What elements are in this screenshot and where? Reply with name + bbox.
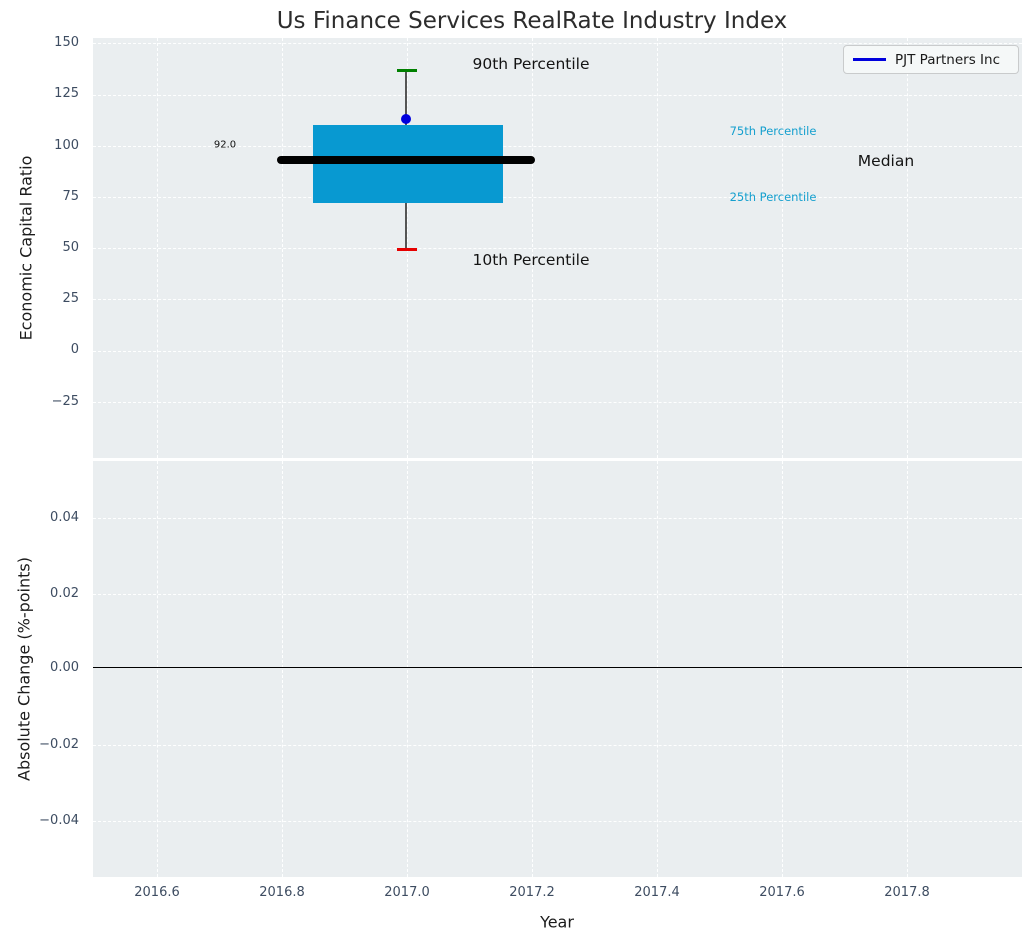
x-tick-label: 2017.6	[759, 885, 805, 900]
gridline-vertical	[907, 461, 908, 877]
gridline-horizontal	[93, 146, 1022, 147]
p75-label: 75th Percentile	[729, 124, 817, 138]
y-tick-label: −0.04	[39, 813, 79, 828]
y-tick-label: 100	[54, 138, 79, 153]
y-tick-label: 50	[62, 240, 79, 255]
gridline-horizontal	[93, 821, 1022, 822]
median-line	[277, 156, 535, 164]
gridline-horizontal	[93, 351, 1022, 352]
p90-cap	[397, 69, 417, 72]
gridline-horizontal	[93, 299, 1022, 300]
top-plot-area	[93, 38, 1022, 458]
gridline-horizontal	[93, 248, 1022, 249]
x-tick-label: 2016.6	[134, 885, 180, 900]
gridline-vertical	[782, 461, 783, 877]
x-tick-label: 2016.8	[259, 885, 305, 900]
legend-line-swatch	[853, 58, 886, 61]
x-tick-label: 2017.4	[634, 885, 680, 900]
bottom-plot-area	[93, 461, 1022, 877]
p25-label: 25th Percentile	[729, 190, 817, 204]
x-tick-label: 2017.0	[384, 885, 430, 900]
legend-series-label: PJT Partners Inc	[895, 51, 1001, 68]
y-tick-label: 0.02	[50, 586, 79, 601]
zero-line	[93, 667, 1022, 668]
gridline-vertical	[407, 461, 408, 877]
y-tick-label: 25	[62, 291, 79, 306]
y-tick-label: 0.00	[50, 660, 79, 675]
y-tick-label: 150	[54, 35, 79, 50]
x-axis-label: Year	[540, 912, 574, 932]
gridline-vertical	[657, 461, 658, 877]
y-tick-label: −25	[51, 394, 79, 409]
x-tick-label: 2017.2	[509, 885, 555, 900]
p90-label: 90th Percentile	[472, 55, 590, 73]
legend: PJT Partners Inc	[843, 45, 1019, 74]
gridline-horizontal	[93, 402, 1022, 403]
median-value-label: 92.0	[213, 139, 237, 151]
gridline-vertical	[157, 461, 158, 877]
gridline-vertical	[532, 461, 533, 877]
gridline-horizontal	[93, 197, 1022, 198]
gridline-horizontal	[93, 594, 1022, 595]
gridline-horizontal	[93, 43, 1022, 44]
gridline-horizontal	[93, 95, 1022, 96]
gridline-vertical	[282, 461, 283, 877]
gridline-horizontal	[93, 745, 1022, 746]
y-tick-label: 0.04	[50, 510, 79, 525]
y-tick-label: −0.02	[39, 737, 79, 752]
p10-cap	[397, 248, 417, 251]
x-tick-label: 2017.8	[884, 885, 930, 900]
gridline-horizontal	[93, 518, 1022, 519]
p10-label: 10th Percentile	[472, 251, 590, 269]
median-label: Median	[857, 152, 915, 170]
y-tick-label: 125	[54, 86, 79, 101]
y-tick-label: 0	[70, 342, 79, 357]
chart-title: Us Finance Services RealRate Industry In…	[276, 8, 788, 34]
company-marker-dot	[401, 114, 411, 124]
percentile-box	[313, 125, 503, 203]
y-tick-label: 75	[62, 189, 79, 204]
